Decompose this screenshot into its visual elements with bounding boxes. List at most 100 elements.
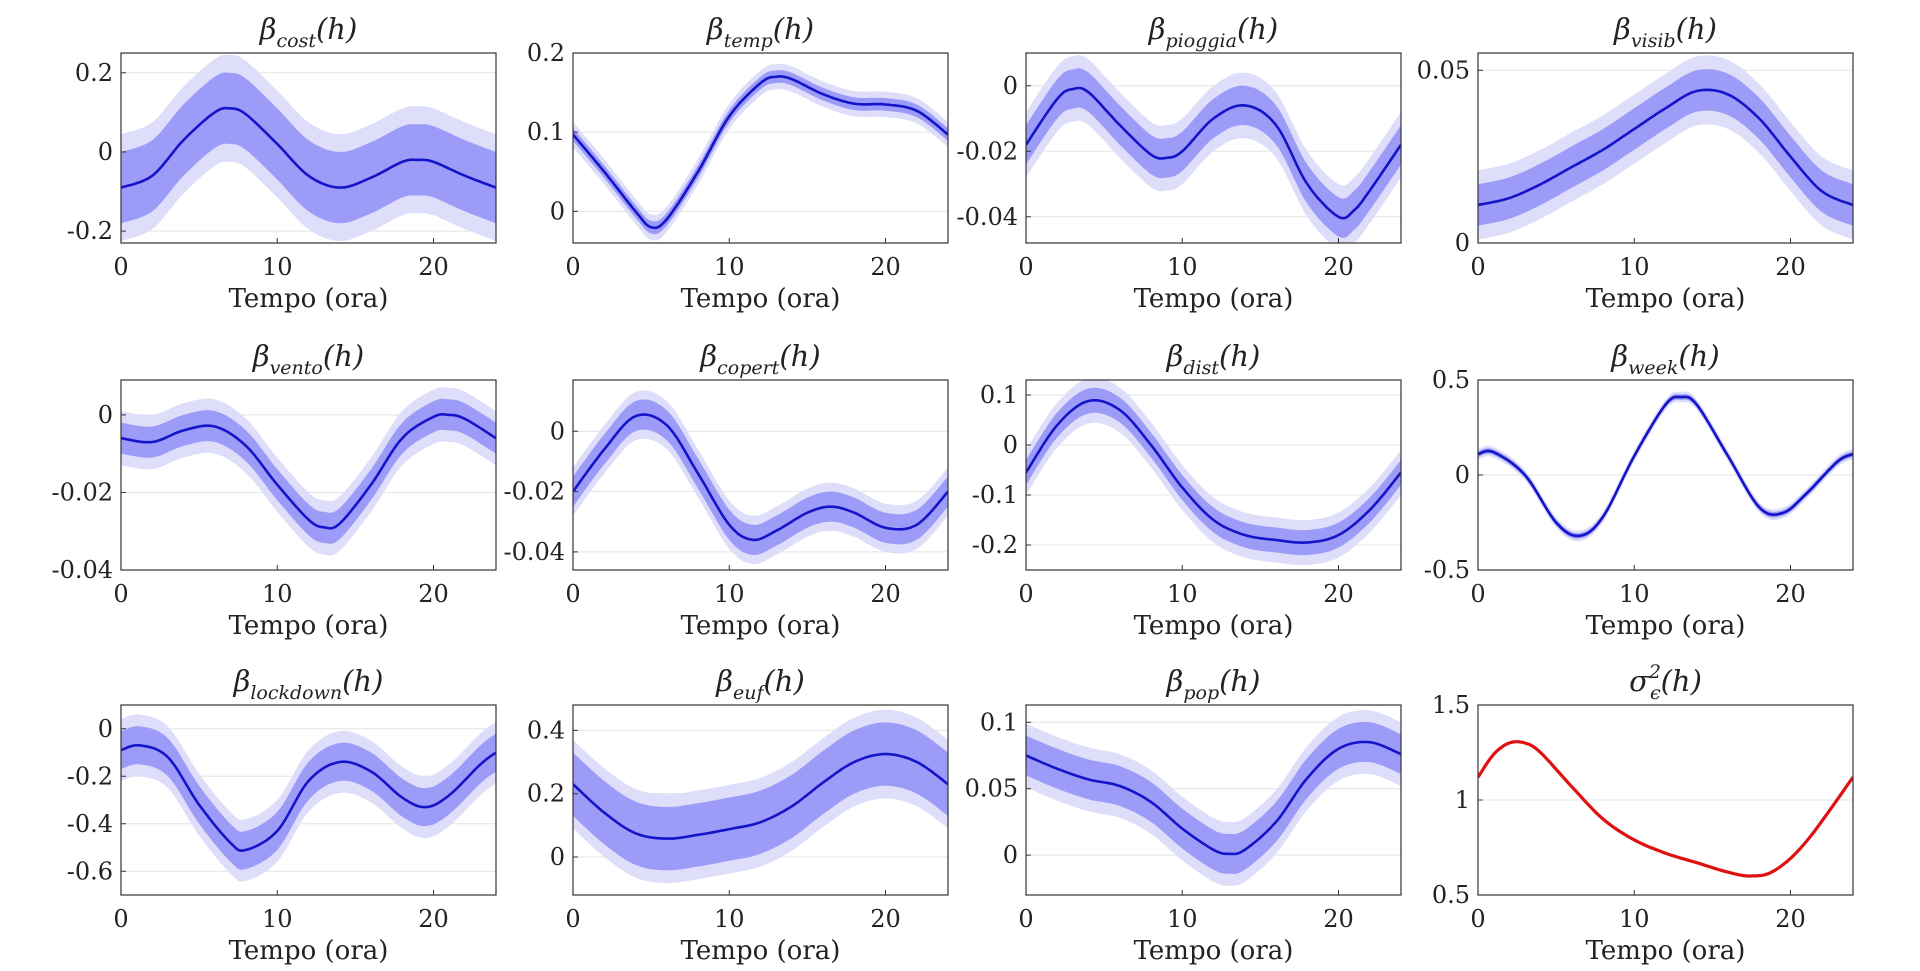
y-tick-label: -0.04 [956,203,1018,231]
x-axis-label: Tempo (ora) [1134,611,1294,641]
series-line [1026,398,1401,545]
credible-band-inner [1478,69,1853,226]
y-tick-label: -0.4 [67,810,113,838]
subplot-10: 0 0.2 0.4 0 10 20 Tempo (ora) βeuf(h) [527,664,949,966]
y-tick-label: 0 [98,401,113,429]
y-tick-label: -0.2 [67,217,113,245]
series-line [573,752,948,840]
title-arg: (h) [1219,339,1260,373]
plot-area [573,390,948,565]
plot-area [1026,380,1401,566]
x-tick-label: 20 [1775,580,1806,608]
title-symbol: β [259,12,277,46]
subplot-title: βvento(h) [252,339,364,379]
title-arg: (h) [1678,339,1719,373]
y-tick-label: 0 [1455,229,1470,257]
plot-area [1478,740,1853,878]
subplot-11: 0 0.05 0.1 0 10 20 Tempo (ora) βpop(h) [965,664,1402,966]
x-tick-label: 10 [1619,580,1650,608]
axes-frame [1477,52,1854,244]
axes-frame [120,52,497,244]
x-tick-label: 10 [714,580,745,608]
plot-area [121,54,496,242]
credible-band-outer [573,63,948,241]
title-subscript: lockdown [250,682,342,704]
credible-band-inner [121,72,496,224]
credible-band-inner [1478,394,1853,539]
x-tick-label: 0 [565,905,580,933]
y-tick-label: 0.1 [980,381,1018,409]
plot-area [573,709,948,883]
title-symbol: β [233,664,251,698]
y-tick-label: -0.2 [67,762,113,790]
series-line [1478,395,1853,538]
x-tick-label: 20 [870,580,901,608]
x-axis-label: Tempo (ora) [1134,936,1294,966]
x-tick-label: 0 [1018,580,1033,608]
subplot-title: βvisib(h) [1613,12,1717,52]
title-subscript: pioggia [1166,30,1237,52]
axes-frame [572,704,949,896]
axes-frame [120,704,497,896]
x-tick-label: 0 [113,580,128,608]
x-tick-label: 0 [1018,253,1033,281]
x-tick-label: 20 [418,253,449,281]
axes-frame [572,52,949,244]
title-symbol: β [1166,664,1184,698]
x-tick-label: 20 [1323,580,1354,608]
y-tick-label: 0.2 [527,780,565,808]
title-subscript: euf [733,682,766,704]
title-arg: (h) [1661,664,1702,698]
title-arg: (h) [323,339,364,373]
x-tick-label: 20 [870,905,901,933]
subplot-title: βlockdown(h) [233,664,384,704]
title-subscript: vento [270,357,323,379]
x-tick-label: 20 [870,253,901,281]
credible-band-outer [1026,710,1401,886]
y-tick-label: 0.4 [527,716,565,744]
subplot-title: βcopert(h) [699,339,820,379]
title-subscript: cost [276,30,316,52]
y-tick-label: 0 [550,843,565,871]
title-arg: (h) [779,339,820,373]
x-axis-label: Tempo (ora) [1586,284,1746,314]
subplot-title: βtemp(h) [706,12,814,52]
y-tick-label: -0.02 [956,137,1018,165]
credible-band-inner [121,726,496,870]
title-arg: (h) [1676,12,1717,46]
y-tick-label: 0 [1003,841,1018,869]
title-symbol: β [252,339,270,373]
x-tick-label: 10 [262,905,293,933]
title-arg: (h) [763,664,804,698]
series-line [1026,740,1401,856]
y-tick-label: 1 [1455,786,1470,814]
x-tick-label: 10 [1167,253,1198,281]
title-symbol: β [1166,339,1184,373]
x-tick-label: 10 [1619,905,1650,933]
y-tick-label: 0.2 [527,39,565,67]
title-subscript: dist [1183,357,1219,379]
subplot-7: -0.2 -0.1 0 0.1 0 10 20 Tempo (ora) βdist(h) [972,339,1402,641]
credible-band-inner [1026,387,1401,556]
axes-frame [120,379,497,571]
subplot-12: 0.5 1 1.5 0 10 20 Tempo (ora) σ2 ϵ(h) [1432,661,1854,966]
credible-band-outer [1026,380,1401,566]
y-tick-label: 0.1 [527,118,565,146]
x-tick-label: 0 [565,580,580,608]
subplot-6: -0.04 -0.02 0 0 10 20 Tempo (ora) βcopert(h) [503,339,949,641]
x-tick-label: 0 [1470,580,1485,608]
credible-band-outer [1478,391,1853,542]
title-symbol: β [706,12,724,46]
x-tick-label: 20 [418,905,449,933]
credible-band-inner [573,399,948,555]
plot-area [1026,710,1401,886]
x-tick-label: 0 [113,253,128,281]
subplot-title: βeuf(h) [715,664,805,704]
x-tick-label: 20 [1775,253,1806,281]
title-symbol: β [1613,12,1631,46]
series-line [121,412,496,530]
subplot-title: σ2 ϵ(h) [1629,661,1702,704]
title-arg: (h) [316,12,357,46]
